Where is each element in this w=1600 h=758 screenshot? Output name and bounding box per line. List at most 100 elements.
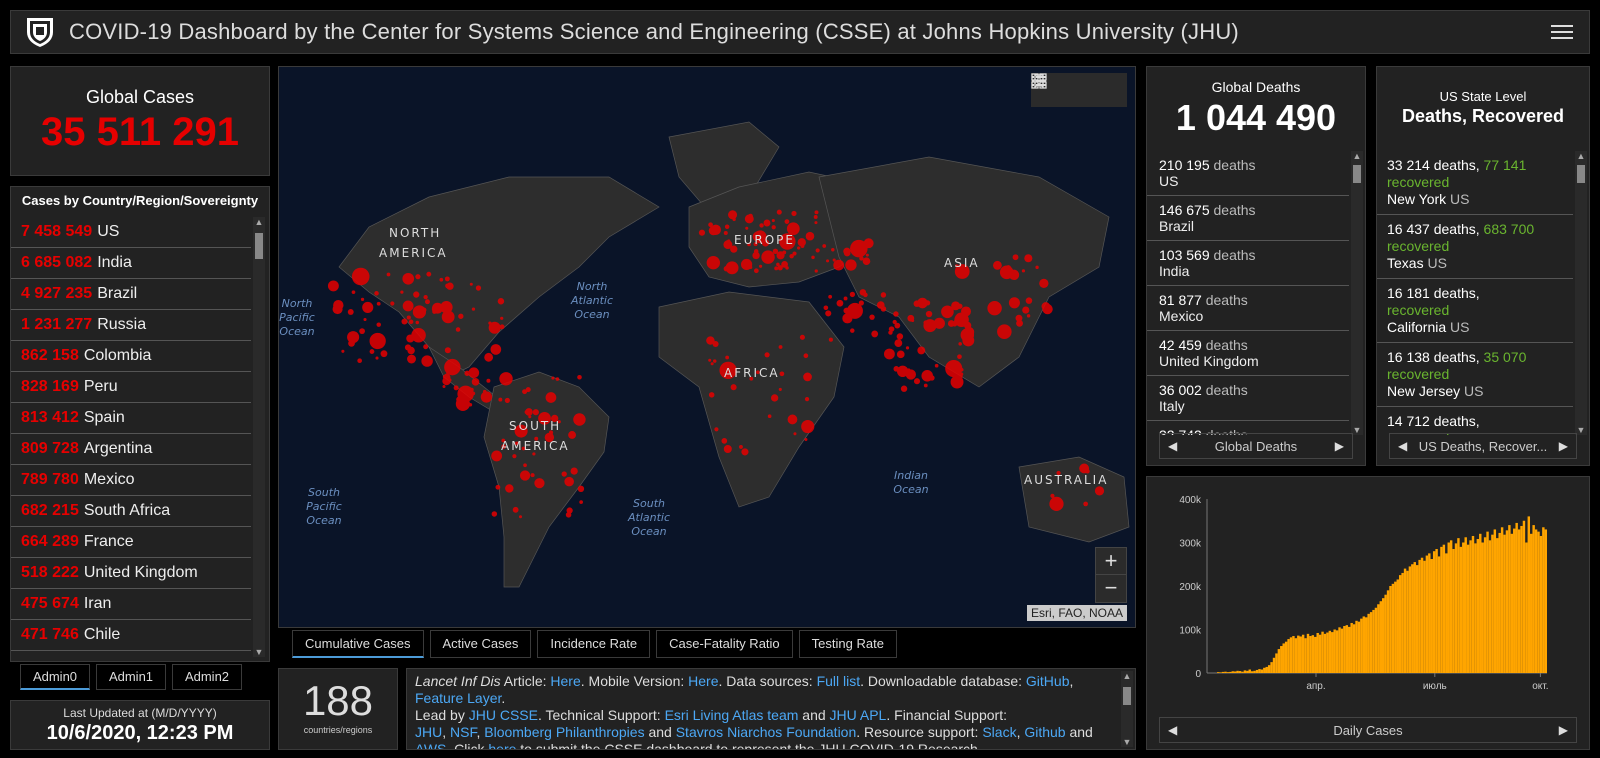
- chart-bar[interactable]: [1420, 557, 1424, 673]
- case-bubble[interactable]: [797, 246, 801, 250]
- case-bubble[interactable]: [468, 402, 473, 407]
- country-row[interactable]: 813 412 Spain: [11, 403, 251, 434]
- scroll-down-icon[interactable]: ▼: [1352, 425, 1362, 435]
- case-bubble[interactable]: [439, 277, 444, 282]
- scroll-thumb[interactable]: [255, 233, 263, 259]
- case-bubble[interactable]: [538, 411, 551, 425]
- case-bubble[interactable]: [753, 242, 758, 247]
- case-bubble[interactable]: [739, 444, 743, 449]
- state-row[interactable]: 33 214 deaths, 77 141 recovered New York U…: [1377, 151, 1573, 215]
- case-bubble[interactable]: [423, 344, 429, 350]
- case-bubble[interactable]: [753, 249, 759, 254]
- chart-bar[interactable]: [1508, 525, 1511, 673]
- case-bubble[interactable]: [363, 317, 367, 322]
- case-bubble[interactable]: [407, 346, 415, 355]
- case-bubble[interactable]: [566, 507, 573, 514]
- case-bubble[interactable]: [400, 290, 404, 294]
- country-row[interactable]: 664 289 France: [11, 527, 251, 558]
- chart-bar[interactable]: [1219, 672, 1222, 673]
- death-row[interactable]: 210 195 deaths US: [1147, 151, 1349, 196]
- chart-bar[interactable]: [1333, 629, 1336, 674]
- scroll-up-icon[interactable]: ▲: [1352, 151, 1362, 161]
- scroll-up-icon[interactable]: ▲: [254, 217, 264, 227]
- chart-bar[interactable]: [1367, 613, 1370, 673]
- country-row[interactable]: 828 169 Peru: [11, 372, 251, 403]
- case-bubble[interactable]: [833, 259, 845, 271]
- chart-bar[interactable]: [1389, 586, 1392, 673]
- case-bubble[interactable]: [845, 259, 857, 271]
- chart-bar[interactable]: [1287, 639, 1290, 673]
- case-bubble[interactable]: [455, 327, 461, 332]
- case-bubble[interactable]: [752, 251, 760, 260]
- case-bubble[interactable]: [836, 299, 844, 307]
- country-row[interactable]: 1 231 277 Russia: [11, 310, 251, 341]
- case-bubble[interactable]: [446, 370, 450, 375]
- chart-bar[interactable]: [1382, 598, 1385, 673]
- case-bubble[interactable]: [826, 259, 830, 263]
- case-bubble[interactable]: [815, 248, 820, 253]
- case-bubble[interactable]: [544, 432, 555, 443]
- case-bubble[interactable]: [763, 219, 771, 227]
- jhu-apl-link[interactable]: JHU APL: [829, 707, 887, 723]
- chart-bar[interactable]: [1231, 671, 1234, 673]
- chart-bar[interactable]: [1503, 534, 1506, 673]
- case-bubble[interactable]: [708, 222, 713, 228]
- chart-bar[interactable]: [1440, 546, 1443, 673]
- next-arrow-icon[interactable]: ▶: [1334, 439, 1344, 453]
- scroll-down-icon[interactable]: ▼: [254, 647, 264, 657]
- case-bubble[interactable]: [504, 397, 510, 404]
- chart-bar[interactable]: [1513, 528, 1516, 673]
- death-row[interactable]: 36 002 deaths Italy: [1147, 376, 1349, 421]
- case-bubble[interactable]: [804, 438, 808, 442]
- chart-bar[interactable]: [1398, 575, 1402, 673]
- prev-arrow-icon[interactable]: ◀: [1168, 723, 1178, 737]
- case-bubble[interactable]: [871, 330, 879, 338]
- stavros-link[interactable]: Stavros Niarchos Foundation: [675, 724, 857, 740]
- case-bubble[interactable]: [947, 320, 955, 327]
- case-bubble[interactable]: [347, 331, 360, 344]
- case-bubble[interactable]: [413, 291, 420, 298]
- case-bubble[interactable]: [1015, 314, 1023, 322]
- scroll-thumb[interactable]: [1123, 687, 1131, 705]
- case-bubble[interactable]: [453, 385, 459, 391]
- case-bubble[interactable]: [577, 374, 582, 380]
- scroll-down-icon[interactable]: ▼: [1122, 737, 1132, 747]
- case-bubble[interactable]: [786, 222, 800, 236]
- case-bubble[interactable]: [785, 266, 789, 270]
- case-bubble[interactable]: [753, 268, 759, 274]
- chart-bar[interactable]: [1449, 540, 1453, 673]
- case-bubble[interactable]: [954, 264, 970, 279]
- chart-bar[interactable]: [1403, 568, 1407, 673]
- chart-bar[interactable]: [1408, 566, 1412, 673]
- chart-bar[interactable]: [1459, 546, 1463, 673]
- chart-bar[interactable]: [1270, 662, 1273, 673]
- case-bubble[interactable]: [843, 296, 848, 301]
- case-bubble[interactable]: [557, 420, 561, 424]
- case-bubble[interactable]: [471, 378, 480, 386]
- case-bubble[interactable]: [444, 276, 450, 282]
- chart-bar[interactable]: [1464, 537, 1467, 673]
- case-bubble[interactable]: [484, 352, 494, 362]
- case-bubble[interactable]: [550, 414, 559, 423]
- map-tab-incidence-rate[interactable]: Incidence Rate: [537, 630, 651, 658]
- chart-bar[interactable]: [1306, 633, 1310, 673]
- chart-bar[interactable]: [1352, 624, 1356, 673]
- chart-bar[interactable]: [1442, 544, 1446, 673]
- chart-bar[interactable]: [1309, 636, 1312, 673]
- case-bubble[interactable]: [708, 358, 712, 362]
- case-bubble[interactable]: [888, 326, 895, 332]
- case-bubble[interactable]: [778, 345, 783, 349]
- case-bubble[interactable]: [759, 223, 764, 228]
- chart-bar[interactable]: [1542, 527, 1545, 673]
- case-bubble[interactable]: [512, 506, 519, 513]
- case-bubble[interactable]: [545, 392, 557, 403]
- case-bubble[interactable]: [1005, 265, 1012, 271]
- case-bubble[interactable]: [555, 377, 560, 381]
- case-bubble[interactable]: [327, 280, 339, 292]
- zoom-out-button[interactable]: −: [1104, 575, 1118, 600]
- chart-bar[interactable]: [1500, 527, 1504, 673]
- chart-bar[interactable]: [1280, 646, 1283, 673]
- case-bubble[interactable]: [522, 389, 528, 395]
- chart-bar[interactable]: [1267, 665, 1271, 673]
- case-bubble[interactable]: [464, 370, 470, 376]
